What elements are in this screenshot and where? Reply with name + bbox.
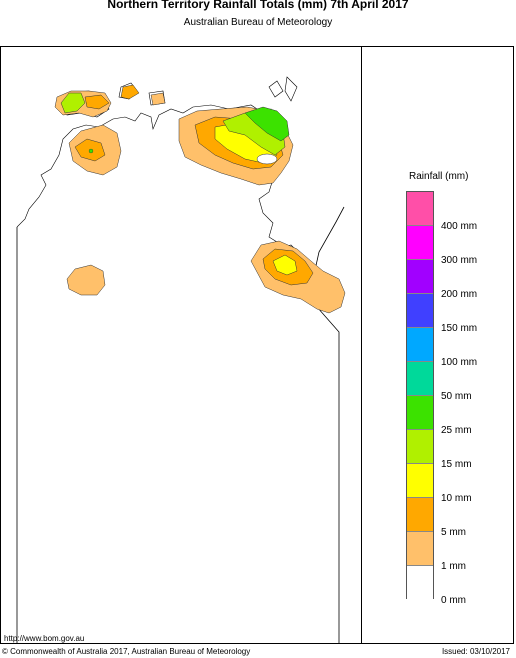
legend-swatch <box>407 396 433 430</box>
legend-label: 0 mm <box>441 595 466 606</box>
legend-label: 50 mm <box>441 391 472 402</box>
legend-swatch <box>407 328 433 362</box>
legend-label: 200 mm <box>441 289 478 300</box>
legend-color-bar <box>406 191 434 600</box>
rain-zone-gulf-10mm <box>272 254 298 276</box>
legend-label: 5 mm <box>441 527 466 538</box>
legend-swatch <box>407 566 433 600</box>
issued-date: Issued: 03/10/2017 <box>441 647 510 656</box>
rain-zone-west-1mm <box>66 264 106 296</box>
legend-title: Rainfall (mm) <box>409 171 469 182</box>
rain-zone-daly-core <box>88 148 94 154</box>
legend-swatch <box>407 192 433 226</box>
rain-zone-tiwi-5mm <box>84 94 110 110</box>
legend-swatch <box>407 260 433 294</box>
legend-label: 1 mm <box>441 561 466 572</box>
rain-zone-arnhem-west <box>120 84 140 100</box>
legend-swatch <box>407 294 433 328</box>
copyright-notice: © Commonwealth of Australia 2017, Austra… <box>2 647 251 656</box>
rain-zone-arnhem-core <box>256 153 278 165</box>
legend-swatch <box>407 532 433 566</box>
rainfall-map <box>16 76 346 643</box>
rain-zone-arnhem-25mm <box>244 106 290 142</box>
legend-label: 300 mm <box>441 255 478 266</box>
legend-label: 25 mm <box>441 425 472 436</box>
legend-swatch <box>407 226 433 260</box>
rain-zone-arnhem-islet <box>150 92 166 106</box>
map-subtitle: Australian Bureau of Meteorology <box>183 17 333 28</box>
legend-swatch <box>407 498 433 532</box>
legend-label: 400 mm <box>441 221 478 232</box>
legend-label: 15 mm <box>441 459 472 470</box>
legend-swatch <box>407 362 433 396</box>
legend-label: 100 mm <box>441 357 478 368</box>
legend-swatch <box>407 464 433 498</box>
map-title: Northern Territory Rainfall Totals (mm) … <box>107 0 409 11</box>
coastline <box>16 104 320 278</box>
legend-label: 150 mm <box>441 323 478 334</box>
frame-divider <box>361 46 362 644</box>
legend-swatch <box>407 430 433 464</box>
map-frame <box>0 46 514 644</box>
legend-label: 10 mm <box>441 493 472 504</box>
source-url[interactable]: http://www.bom.gov.au <box>4 634 85 643</box>
rain-zone-tiwi-15mm <box>60 92 86 114</box>
